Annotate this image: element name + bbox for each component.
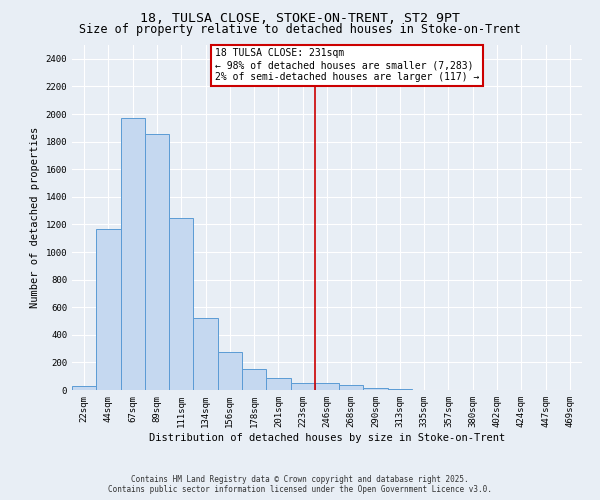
Text: Size of property relative to detached houses in Stoke-on-Trent: Size of property relative to detached ho…	[79, 22, 521, 36]
X-axis label: Distribution of detached houses by size in Stoke-on-Trent: Distribution of detached houses by size …	[149, 432, 505, 442]
Bar	[242, 370, 266, 390]
Y-axis label: Number of detached properties: Number of detached properties	[30, 127, 40, 308]
Bar	[96, 228, 121, 390]
Text: 18, TULSA CLOSE, STOKE-ON-TRENT, ST2 9PT: 18, TULSA CLOSE, STOKE-ON-TRENT, ST2 9PT	[140, 12, 460, 26]
Bar	[388, 389, 412, 390]
Bar	[121, 118, 145, 390]
Bar	[193, 318, 218, 390]
Bar	[145, 134, 169, 390]
Text: Contains HM Land Registry data © Crown copyright and database right 2025.
Contai: Contains HM Land Registry data © Crown c…	[108, 474, 492, 494]
Bar	[364, 388, 388, 390]
Bar	[169, 218, 193, 390]
Bar	[315, 384, 339, 390]
Bar	[339, 385, 364, 390]
Bar	[72, 386, 96, 390]
Bar	[290, 384, 315, 390]
Bar	[266, 378, 290, 390]
Bar	[218, 352, 242, 390]
Text: 18 TULSA CLOSE: 231sqm
← 98% of detached houses are smaller (7,283)
2% of semi-d: 18 TULSA CLOSE: 231sqm ← 98% of detached…	[215, 48, 479, 82]
